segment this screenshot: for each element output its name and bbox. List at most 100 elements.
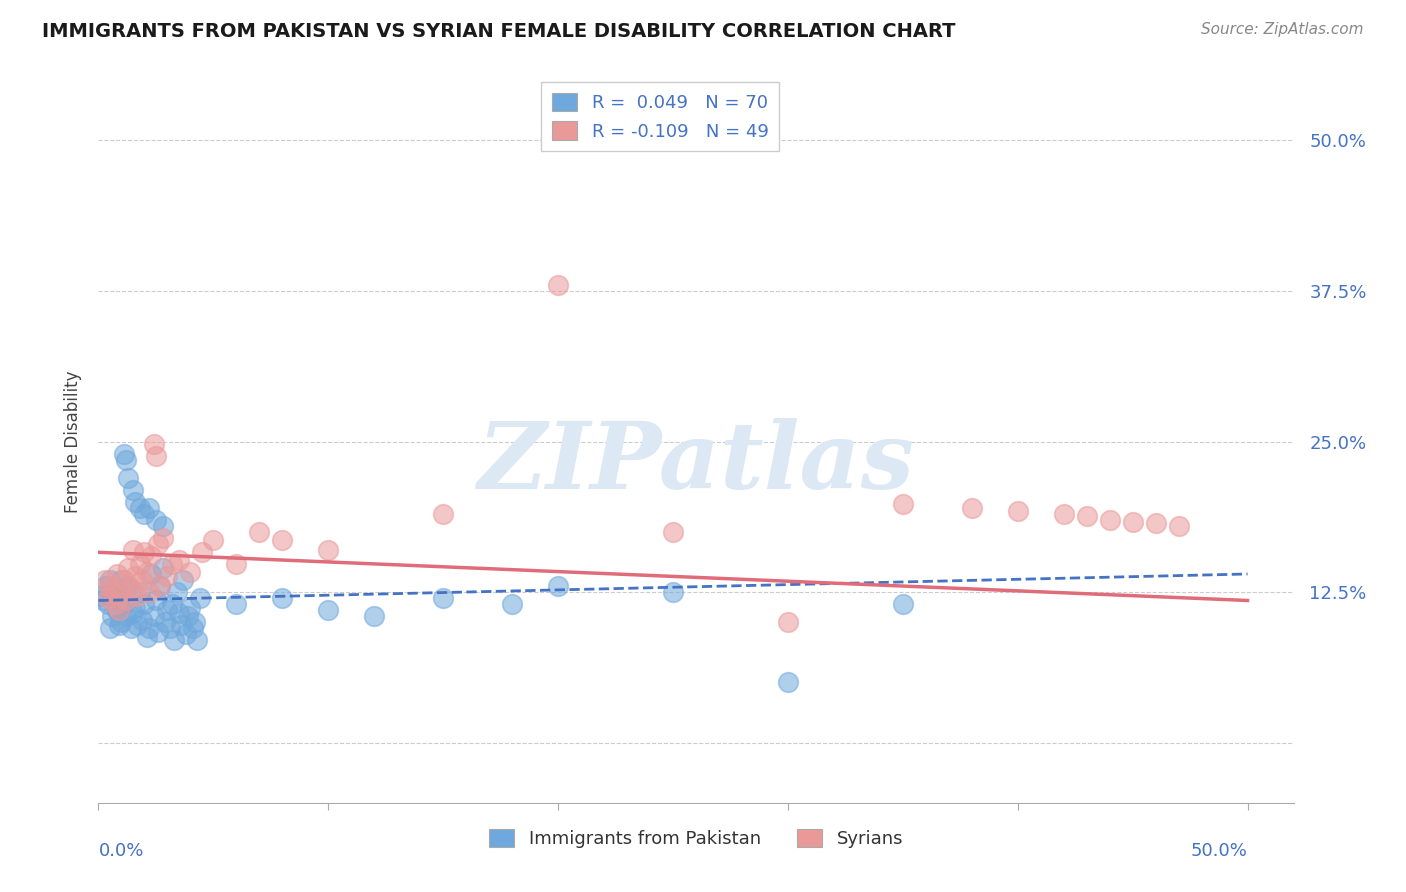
- Point: [156, 569, 179, 583]
- Point: [167, 552, 190, 566]
- Point: [135, 630, 157, 644]
- Text: 0.0%: 0.0%: [98, 842, 143, 860]
- Point: [142, 609, 165, 624]
- Point: [127, 589, 149, 603]
- Point: [184, 615, 207, 630]
- Point: [152, 531, 174, 545]
- Point: [108, 593, 131, 607]
- Point: [122, 483, 145, 497]
- Point: [156, 603, 179, 617]
- Point: [134, 597, 156, 611]
- Point: [1007, 504, 1029, 518]
- Point: [225, 558, 247, 572]
- Point: [547, 579, 569, 593]
- Point: [172, 573, 194, 587]
- Point: [179, 600, 201, 615]
- Point: [128, 500, 150, 515]
- Point: [174, 627, 197, 641]
- Point: [134, 545, 156, 559]
- Point: [166, 585, 188, 599]
- Point: [101, 609, 124, 624]
- Point: [186, 633, 208, 648]
- Point: [1122, 515, 1144, 529]
- Point: [167, 606, 190, 620]
- Text: ZIPatlas: ZIPatlas: [478, 418, 914, 508]
- Point: [105, 603, 128, 617]
- Point: [142, 437, 165, 451]
- Point: [128, 585, 150, 599]
- Point: [141, 549, 163, 563]
- Point: [153, 615, 176, 630]
- Point: [148, 624, 170, 639]
- Point: [141, 567, 163, 582]
- Point: [163, 633, 186, 648]
- Point: [1098, 513, 1121, 527]
- Point: [122, 606, 145, 620]
- Point: [124, 569, 146, 583]
- Point: [115, 452, 138, 467]
- Point: [98, 573, 121, 587]
- Point: [134, 507, 156, 521]
- Point: [145, 513, 167, 527]
- Point: [145, 449, 167, 463]
- Point: [188, 591, 211, 606]
- Point: [148, 537, 170, 551]
- Point: [179, 565, 201, 579]
- Point: [112, 447, 135, 461]
- Point: [149, 579, 172, 593]
- Point: [103, 597, 125, 611]
- Point: [131, 613, 153, 627]
- Point: [776, 615, 799, 630]
- Point: [131, 573, 153, 587]
- Point: [501, 597, 523, 611]
- Point: [117, 561, 139, 575]
- Point: [115, 593, 138, 607]
- Text: IMMIGRANTS FROM PAKISTAN VS SYRIAN FEMALE DISABILITY CORRELATION CHART: IMMIGRANTS FROM PAKISTAN VS SYRIAN FEMAL…: [42, 22, 956, 41]
- Point: [202, 533, 225, 548]
- Point: [110, 573, 132, 587]
- Point: [891, 597, 914, 611]
- Point: [117, 471, 139, 485]
- Y-axis label: Female Disability: Female Disability: [63, 370, 82, 513]
- Point: [94, 573, 117, 587]
- Point: [98, 579, 121, 593]
- Point: [124, 600, 146, 615]
- Point: [108, 603, 131, 617]
- Point: [108, 617, 131, 632]
- Point: [101, 591, 124, 606]
- Point: [316, 542, 339, 557]
- Point: [97, 597, 120, 611]
- Point: [1167, 519, 1189, 533]
- Point: [115, 609, 138, 624]
- Point: [547, 278, 569, 293]
- Point: [138, 585, 160, 599]
- Point: [432, 507, 454, 521]
- Point: [177, 609, 200, 624]
- Point: [316, 603, 339, 617]
- Point: [247, 524, 270, 539]
- Point: [98, 621, 121, 635]
- Point: [112, 573, 135, 587]
- Point: [1144, 516, 1167, 531]
- Point: [191, 545, 214, 559]
- Point: [91, 593, 114, 607]
- Point: [135, 565, 157, 579]
- Point: [122, 542, 145, 557]
- Point: [101, 585, 124, 599]
- Point: [149, 579, 172, 593]
- Point: [170, 617, 193, 632]
- Point: [105, 603, 128, 617]
- Point: [94, 579, 117, 593]
- Text: Source: ZipAtlas.com: Source: ZipAtlas.com: [1201, 22, 1364, 37]
- Point: [181, 621, 204, 635]
- Point: [128, 558, 150, 572]
- Point: [138, 621, 160, 635]
- Point: [127, 617, 149, 632]
- Point: [891, 497, 914, 511]
- Point: [271, 591, 294, 606]
- Point: [145, 593, 167, 607]
- Legend: Immigrants from Pakistan, Syrians: Immigrants from Pakistan, Syrians: [482, 822, 910, 855]
- Point: [152, 561, 174, 575]
- Text: 50.0%: 50.0%: [1191, 842, 1247, 860]
- Point: [159, 621, 181, 635]
